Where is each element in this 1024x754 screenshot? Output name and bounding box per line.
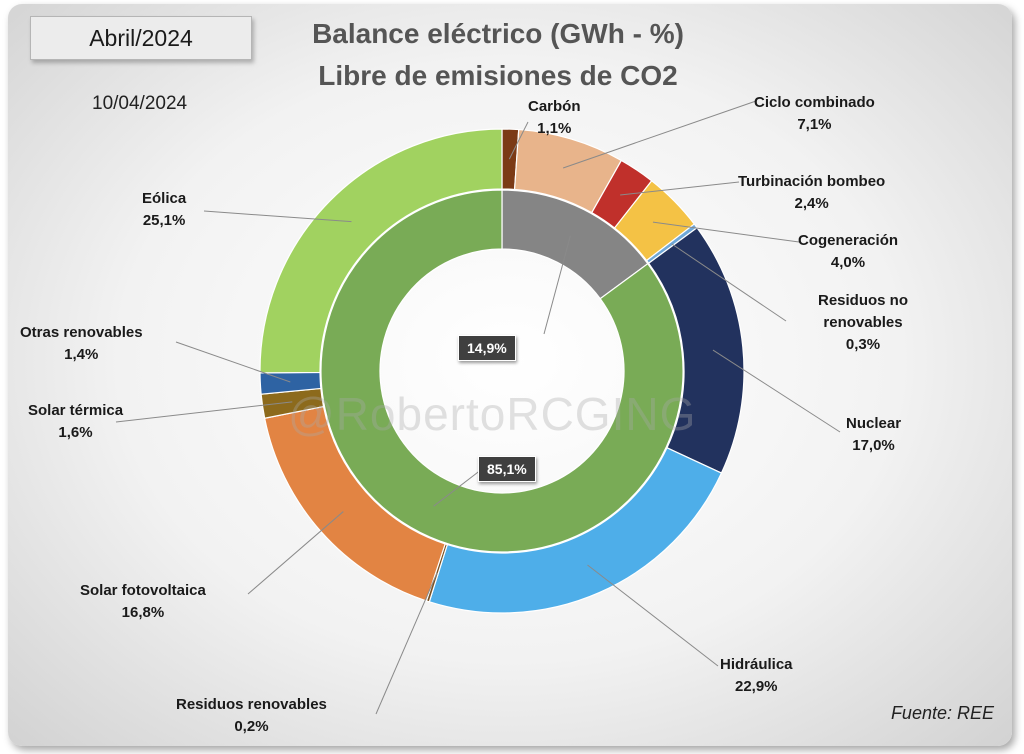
leader-cogeneracion [652,221,800,243]
label-turbinacion-bombeo-name: Turbinación bombeo [738,173,886,190]
leader-eolica [203,210,352,223]
leader-ciclo-combinado [562,100,757,169]
inner-slice-1 [320,189,684,553]
leader-inner-1 [433,465,487,507]
label-nuclear-value: 17,0% [852,437,895,454]
leader-residuos-renovables [375,572,438,715]
label-residuos-no-renovables-name: Residuos no renovables [817,292,908,331]
label-otras-renovables-name: Otras renovables [20,324,143,341]
label-cogeneracion: Cogeneración 4,0% [798,230,898,274]
label-cogeneracion-value: 4,0% [830,254,866,271]
leader-residuos-no-renovables [671,243,787,322]
label-carbon-name: Carbón [528,98,581,115]
label-solar-termica-value: 1,6% [58,424,93,441]
leader-turbinacion-bombeo [620,181,740,196]
label-nuclear: Nuclear 17,0% [846,413,901,457]
leader-lines [115,100,841,715]
slice-eolica [259,128,503,374]
source-note: Fuente: REE [890,703,994,723]
label-solar-fotovoltaica-name: Solar fotovoltaica [80,582,206,599]
label-residuos-renovables: Residuos renovables 0,2% [176,694,327,738]
date-label: 10/04/2024 [92,93,188,114]
donut-chart [115,100,841,715]
chart-frame: Abril/2024 10/04/2024 Balance eléctrico … [8,4,1012,746]
label-ciclo-combinado-name: Ciclo combinado [754,94,875,111]
label-eolica: Eólica 25,1% [142,188,186,232]
leader-carbon [508,121,529,160]
label-turbinacion-bombeo-value: 2,4% [794,195,829,212]
outer-ring [259,128,745,614]
inner-label-fossil: 14,9% [458,335,516,361]
inner-label-free: 85,1% [478,456,536,482]
leader-inner-0 [543,235,571,335]
leader-nuclear [712,349,841,433]
label-residuos-renovables-value: 0,2% [234,718,269,735]
label-turbinacion-bombeo: Turbinación bombeo 2,4% [738,171,885,215]
label-ciclo-combinado: Ciclo combinado 7,1% [754,92,875,136]
label-hidraulica-name: Hidráulica [720,656,793,673]
label-ciclo-combinado-value: 7,1% [797,116,832,133]
label-hidraulica: Hidráulica 22,9% [720,654,793,698]
label-cogeneracion-name: Cogeneración [798,232,899,249]
label-residuos-no-renovables: Residuos no renovables 0,3% [808,290,918,356]
label-residuos-no-renovables-value: 0,3% [845,336,881,353]
month-text: Abril/2024 [89,24,193,51]
label-solar-termica: Solar térmica 1,6% [28,400,123,444]
label-hidraulica-value: 22,9% [734,678,778,695]
label-otras-renovables-value: 1,4% [64,346,99,363]
label-eolica-value: 25,1% [142,212,186,229]
inner-ring [320,189,684,553]
label-otras-renovables: Otras renovables 1,4% [20,322,143,366]
label-solar-fotovoltaica-value: 16,8% [121,604,165,621]
leader-solar-fotovoltaica [247,511,344,595]
watermark: @RobertoRCGING [288,388,697,440]
label-carbon: Carbón 1,1% [528,96,581,140]
label-solar-fotovoltaica: Solar fotovoltaica 16,8% [80,580,206,624]
label-nuclear-name: Nuclear [846,415,902,432]
label-carbon-value: 1,1% [537,120,572,137]
chart-title: Balance eléctrico (GWh - %) [312,18,684,49]
leader-solar-termica [115,401,293,423]
label-residuos-renovables-name: Residuos renovables [176,696,327,713]
chart-subtitle: Libre de emisiones de CO2 [318,60,678,91]
leader-otras-renovables [175,341,291,383]
label-eolica-name: Eólica [142,190,187,207]
leader-hidraulica [587,564,719,667]
month-label: Abril/2024 [30,16,252,60]
label-solar-termica-name: Solar térmica [28,402,124,419]
